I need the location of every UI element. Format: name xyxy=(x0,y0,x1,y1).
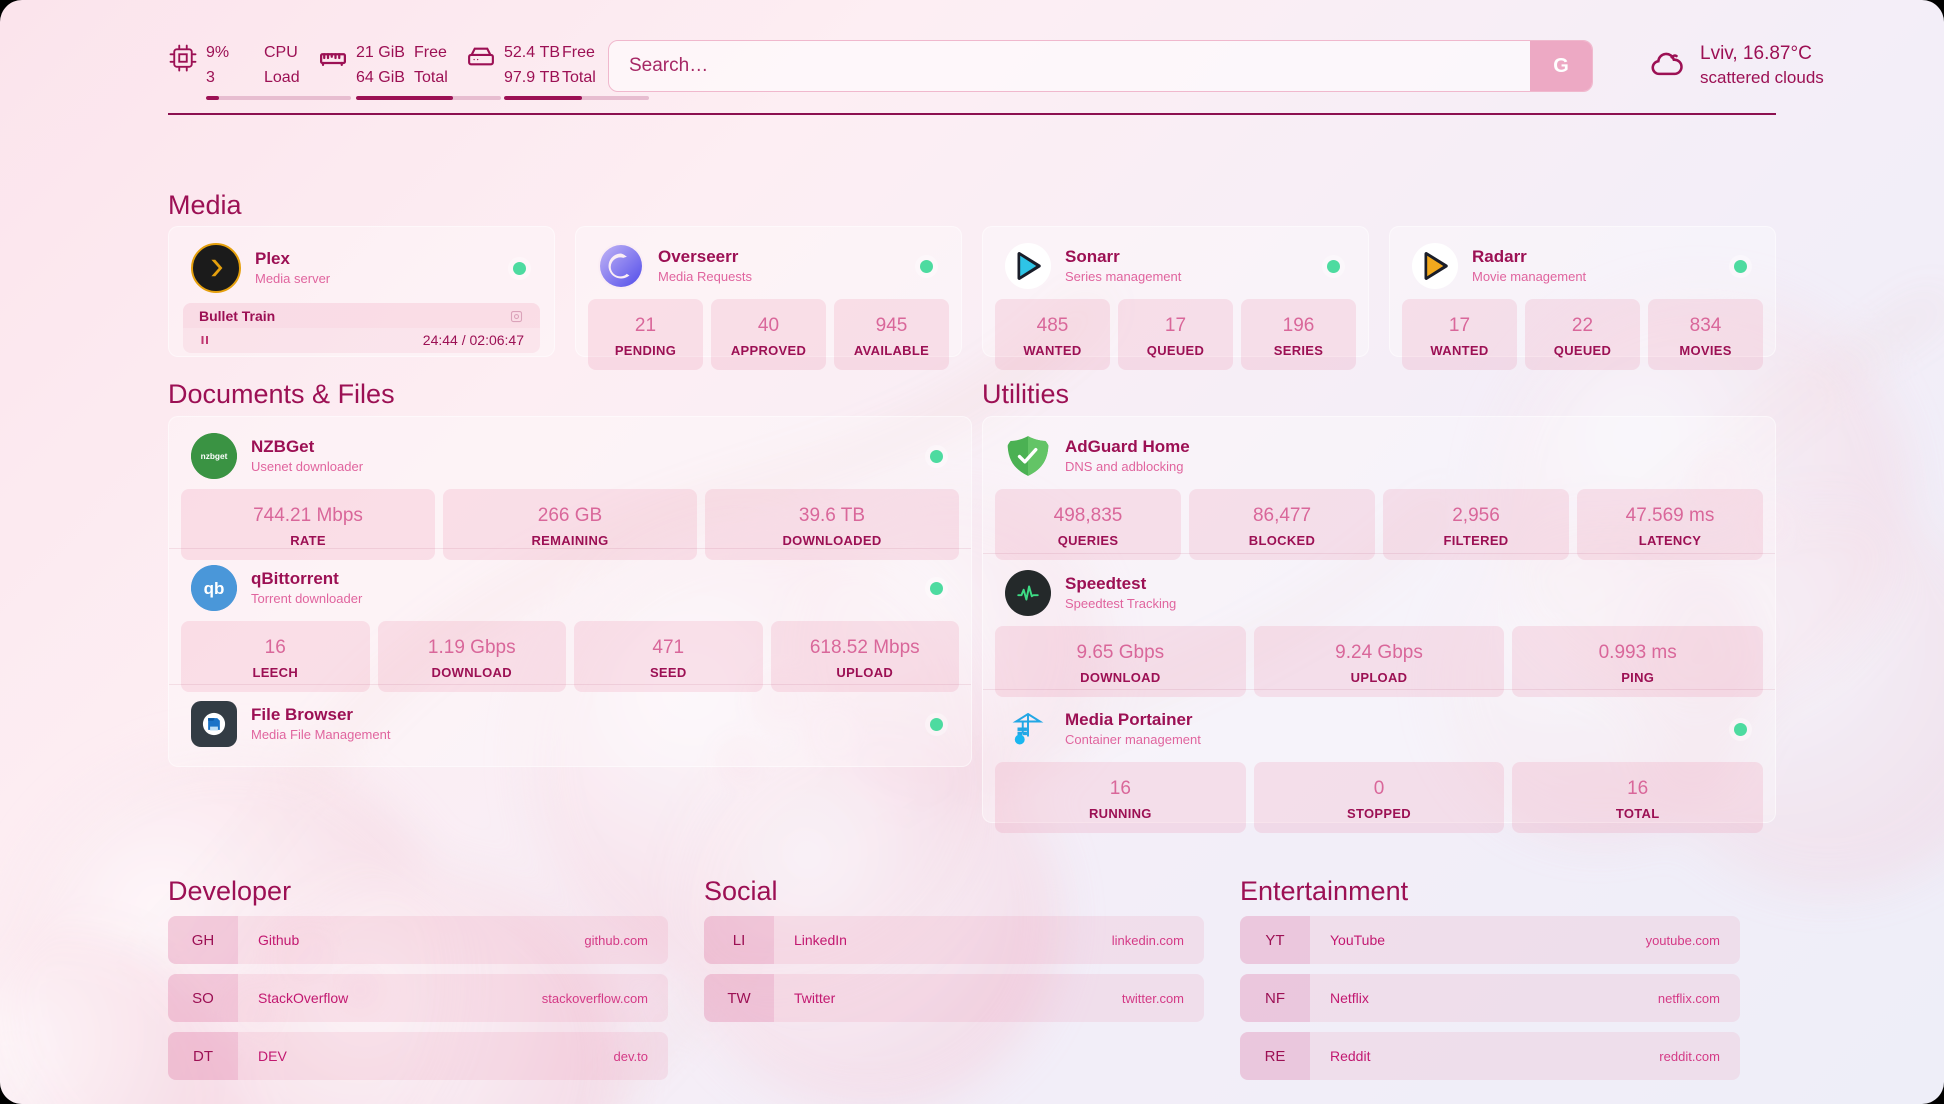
svg-text:qb: qb xyxy=(204,579,225,598)
svg-text:nzbget: nzbget xyxy=(201,451,228,461)
